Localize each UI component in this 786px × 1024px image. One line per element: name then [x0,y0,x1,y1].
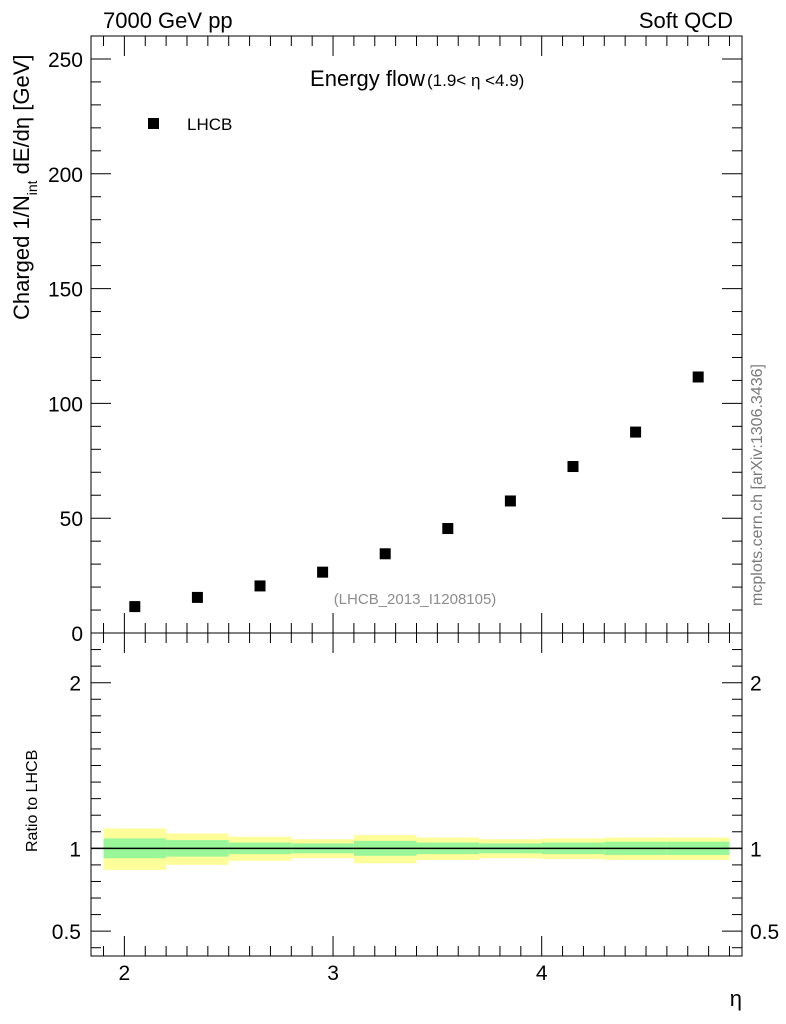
data-point [191,591,203,603]
analysis-id: (LHCB_2013_I1208105) [334,591,497,608]
ratio-y-tick-label: 2 [69,673,81,696]
data-point [567,461,579,473]
ratio-y-tick-label: 0.5 [52,921,81,944]
data-point [317,566,329,578]
y-axis-label-sub: int [24,180,40,195]
data-point [442,523,454,535]
x-tick-label: 4 [536,962,548,985]
y-axis-label: Charged 1/Nint dE/dη [GeV] [9,54,40,320]
y-tick-label: 0 [71,623,83,646]
data-point [379,548,391,560]
main-x-ticks [103,36,730,633]
chart-title: Energy flow [310,66,425,91]
y-axis-label-rest: dE/dη [GeV] [9,54,34,180]
header-right-label: Soft QCD [638,8,733,33]
ratio-x-ticks: 2 3 4 [103,633,730,985]
data-point [254,580,266,592]
main-y-ticks: 0 50 100 150 200 250 [48,35,742,646]
y-tick-label: 200 [48,164,83,187]
ratio-bands [91,828,742,870]
x-axis-label: η [730,986,742,1011]
data-points [129,371,704,613]
legend-label: LHCB [187,115,232,134]
y-axis-label-main: Charged 1/N [9,195,34,320]
chart-subtitle: (1.9< η <4.9) [427,71,524,90]
x-tick-label: 2 [119,962,131,985]
ratio-y-tick-label-right: 0.5 [750,921,779,944]
data-point [692,371,704,383]
y-tick-label: 150 [48,279,83,302]
y-tick-label: 100 [48,393,83,416]
y-tick-label: 250 [48,49,83,72]
legend-marker [148,118,159,129]
ratio-y-axis-label: Ratio to LHCB [24,750,41,852]
header-left-label: 7000 GeV pp [103,8,233,33]
ratio-y-tick-label: 1 [69,838,81,861]
x-tick-label: 3 [327,962,339,985]
data-point [630,426,642,438]
ratio-y-ticks: 0.5 0.5 1 1 2 2 [52,649,779,949]
y-tick-label: 50 [60,508,83,531]
data-point [504,495,516,507]
ratio-y-tick-label-right: 1 [750,838,762,861]
ratio-y-tick-label-right: 2 [750,673,762,696]
data-point [129,601,141,613]
ratio-plot-frame [90,632,743,957]
